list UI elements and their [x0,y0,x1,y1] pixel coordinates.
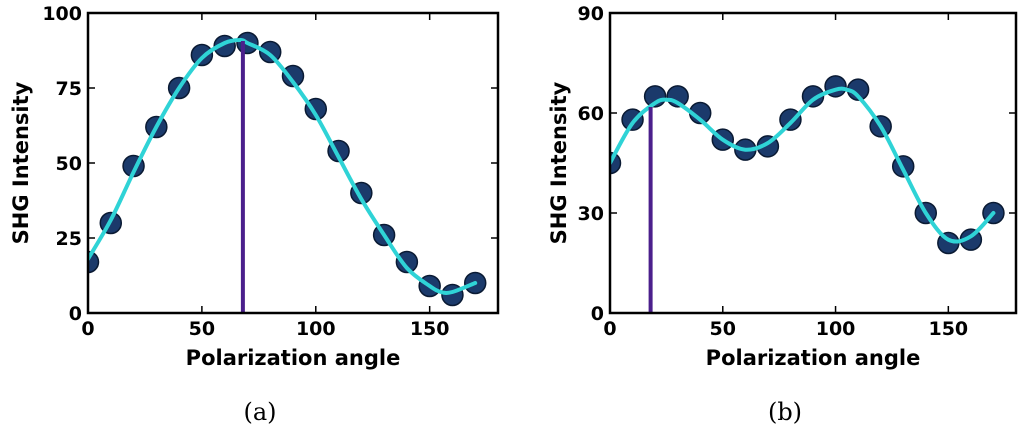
y-tick-label: 0 [69,303,82,325]
fit-line [88,37,478,295]
axes-frame-a [86,11,500,315]
plot-marks-a [88,31,487,313]
y-tick-label: 25 [56,228,82,250]
data-point [258,40,282,64]
plot-area-a [88,31,487,313]
x-tick-label: 0 [81,318,94,340]
x-tick-label: 0 [603,318,616,340]
y-tick-label: 0 [591,303,604,325]
data-point [281,64,305,88]
caption-b: (b) [768,398,802,426]
plot-marks-b [610,75,1005,313]
data-point [779,108,802,131]
tick-labels-b: 0 50 100 150 0 30 60 90 [578,3,1016,340]
y-tick-label: 100 [42,3,82,25]
y-tick-label: 60 [578,103,604,125]
y-axis-label-b: SHG Intensity [547,81,571,244]
x-axis-label-a: Polarization angle [186,346,401,370]
data-point [190,43,214,67]
y-tick-label: 75 [56,78,82,100]
x-tick-label: 50 [189,318,215,340]
axes-frame-b [608,11,1018,315]
y-axis-label-a: SHG Intensity [9,81,33,244]
x-tick-label: 50 [710,318,736,340]
tick-labels-a: 0 50 100 150 0 25 50 75 100 [42,3,498,340]
x-tick-label: 150 [928,318,968,340]
y-tick-label: 50 [56,153,82,175]
x-tick-label: 150 [410,318,450,340]
caption-a: (a) [243,398,276,426]
chart-panel-b: 0 50 100 150 0 30 60 90 Polarization angle SHG … [547,3,1018,426]
chart-panel-a: 0 50 100 150 0 25 50 75 100 Polarization angle S… [9,3,500,426]
plot-area-b [610,75,1005,313]
x-axis-label-b: Polarization angle [706,346,921,370]
x-tick-label: 100 [816,318,856,340]
fit-line [610,86,996,244]
y-tick-label: 90 [578,3,604,25]
data-point [395,250,419,274]
y-tick-label: 30 [578,203,604,225]
x-tick-label: 100 [296,318,336,340]
